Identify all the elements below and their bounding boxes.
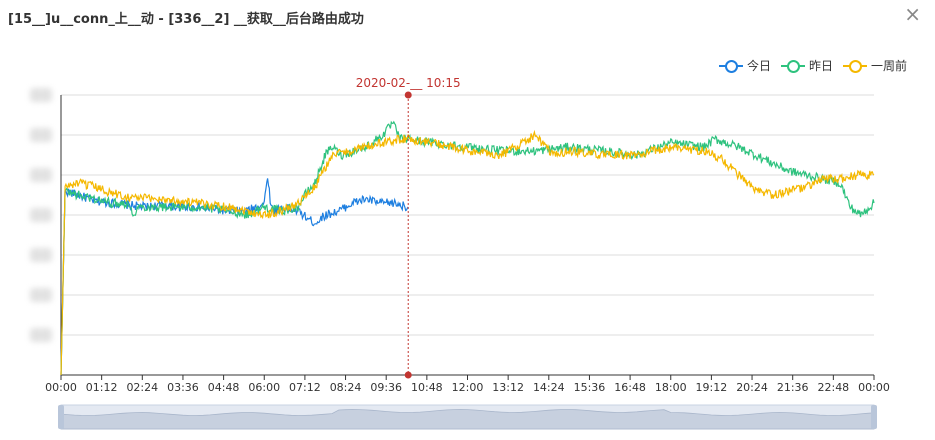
chart-grid: [60, 94, 874, 376]
x-tick-label: 02:24: [126, 381, 158, 394]
x-tick-label: 18:00: [655, 381, 687, 394]
series-line-week-ago: [60, 129, 875, 376]
x-tick-label: 19:12: [696, 381, 728, 394]
y-tick-label-blurred: [30, 328, 52, 342]
legend-item-week-ago[interactable]: 一周前: [842, 57, 907, 74]
y-tick-label-blurred: [30, 288, 52, 302]
marker-top-dot: [404, 91, 412, 99]
legend-week-ago-icon: [842, 59, 867, 73]
zoom-preview-area: [60, 409, 875, 430]
y-tick-label-blurred: [30, 248, 52, 262]
legend-item-today[interactable]: 今日: [718, 57, 771, 74]
close-icon[interactable]: ×: [904, 2, 921, 26]
legend-yesterday-icon: [780, 59, 805, 73]
legend-today-label: 今日: [746, 59, 771, 73]
y-tick-label-blurred: [30, 168, 52, 182]
x-tick-label: 06:00: [248, 381, 280, 394]
x-tick-label: 15:36: [574, 381, 606, 394]
zoom-handle-right[interactable]: [871, 405, 877, 429]
legend-yesterday-label: 昨日: [808, 59, 833, 73]
series-line-yesterday: [60, 120, 875, 376]
x-tick-label: 13:12: [492, 381, 524, 394]
x-axis: 00:00 01:12 02:24 03:36 04:48 06:00 07:12 08:24…: [45, 374, 890, 394]
x-tick-label: 00:00: [858, 381, 890, 394]
dialog-title: [15__]u__conn_上__动 - [336__2] __获取__后台路由…: [8, 12, 364, 27]
x-tick-label: 00:00: [45, 381, 77, 394]
x-tick-label: 14:24: [533, 381, 565, 394]
x-tick-label: 16:48: [614, 381, 646, 394]
x-tick-label: 07:12: [289, 381, 321, 394]
x-tick-label: 08:24: [330, 381, 362, 394]
x-tick-label: 12:00: [452, 381, 484, 394]
x-tick-label: 22:48: [817, 381, 849, 394]
x-tick-label: 09:36: [370, 381, 402, 394]
data-zoom-slider[interactable]: [58, 404, 877, 430]
y-tick-label-blurred: [30, 88, 52, 102]
chart-legend: 今日 昨日 一周前: [718, 57, 907, 74]
y-tick-label-blurred: [30, 128, 52, 142]
x-tick-label: 20:24: [736, 381, 768, 394]
x-tick-label: 03:36: [167, 381, 199, 394]
legend-today-icon: [718, 59, 743, 73]
y-tick-label-blurred: [30, 208, 52, 222]
x-tick-label: 10:48: [411, 381, 443, 394]
legend-week-ago-label: 一周前: [870, 59, 907, 73]
legend-item-yesterday[interactable]: 昨日: [780, 57, 833, 74]
marker-bottom-dot: [404, 371, 412, 379]
y-axis-ticks: [30, 88, 52, 342]
tooltip-marker: 2020-02-__ 10:15: [356, 76, 461, 379]
x-tick-label: 04:48: [208, 381, 240, 394]
x-tick-label: 21:36: [777, 381, 809, 394]
x-tick-label: 01:12: [86, 381, 118, 394]
zoom-handle-left[interactable]: [58, 405, 64, 429]
chart-series: [60, 120, 875, 376]
marker-label: 2020-02-__ 10:15: [356, 76, 461, 90]
